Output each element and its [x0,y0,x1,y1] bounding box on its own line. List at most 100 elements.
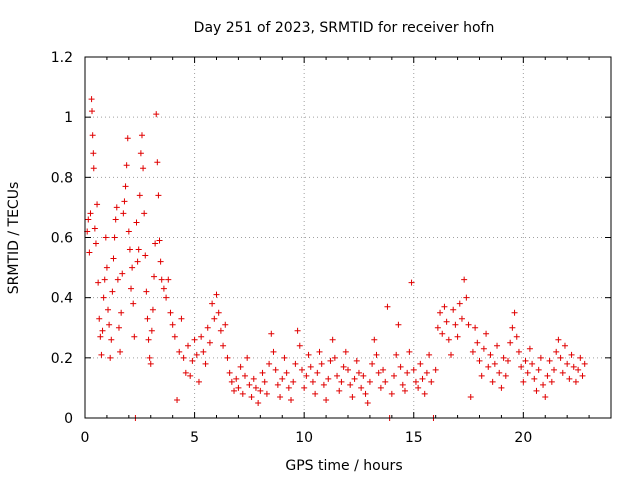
data-point [318,360,325,367]
data-point [90,150,97,157]
data-point [358,384,365,391]
data-point [478,372,485,379]
data-point [362,390,369,397]
data-point [535,366,542,373]
data-point [277,393,284,400]
data-point [113,204,120,211]
data-point [122,183,129,190]
data-point [393,351,400,358]
data-point [252,384,259,391]
data-point [355,369,362,376]
y-tick-label: 0.8 [51,170,73,186]
data-point [117,348,124,355]
data-point [544,372,551,379]
data-point [266,360,273,367]
data-point [581,360,588,367]
data-point [155,192,162,199]
data-point [141,210,148,217]
data-point [270,348,277,355]
data-point [114,276,121,283]
data-point [329,336,336,343]
data-point [360,372,367,379]
data-point [391,372,398,379]
y-tick-label: 0.6 [51,231,73,247]
data-point [419,375,426,382]
data-point [102,234,109,241]
data-point [167,309,174,316]
data-point [283,369,290,376]
data-point [314,369,321,376]
data-point [204,324,211,331]
data-point [520,378,527,385]
data-point [452,321,459,328]
data-point [272,366,279,373]
data-point [98,351,105,358]
data-point [406,348,413,355]
data-point [331,354,338,361]
data-point [445,336,452,343]
data-point [570,363,577,370]
data-point [206,339,213,346]
y-tick-label: 1 [64,110,73,126]
data-point [195,378,202,385]
data-point [412,378,419,385]
data-point [151,273,158,280]
data-point [553,348,560,355]
data-point [147,360,154,367]
data-point [531,375,538,382]
data-point [559,369,566,376]
data-point [129,264,136,271]
data-point [515,348,522,355]
data-point [99,327,106,334]
data-point [86,249,93,256]
y-tick-label: 0.2 [51,351,73,367]
data-point [255,399,262,406]
data-point [309,378,316,385]
data-point [171,333,178,340]
data-point [145,336,152,343]
data-point [494,342,501,349]
data-point [566,375,573,382]
data-point [92,240,99,247]
data-point [149,306,156,313]
data-point [193,351,200,358]
data-point [88,96,95,103]
data-point [373,351,380,358]
data-point [89,132,96,139]
data-points [84,96,588,421]
data-point [557,354,564,361]
data-point [316,348,323,355]
data-point [217,327,224,334]
data-point [450,306,457,313]
x-tick-label: 20 [514,430,532,446]
data-point [323,396,330,403]
data-point [366,378,373,385]
data-point [303,372,310,379]
data-point [121,198,128,205]
data-point [334,372,341,379]
y-axis-label: SRMTID / TECUs [6,182,22,295]
y-tick-label: 0.4 [51,291,73,307]
data-point [507,339,514,346]
data-point [305,351,312,358]
data-point [135,246,142,253]
data-point [148,327,155,334]
data-point [369,360,376,367]
data-point [458,315,465,322]
data-point [100,294,107,301]
data-point [476,357,483,364]
y-tick-label: 0 [64,411,73,427]
data-point [246,381,253,388]
data-point [380,366,387,373]
data-point [137,150,144,157]
data-point [226,369,233,376]
x-tick-label: 5 [190,430,199,446]
data-point [143,288,150,295]
data-point [261,378,268,385]
data-point [144,315,151,322]
data-point [349,393,356,400]
data-point [87,210,94,217]
data-point [222,321,229,328]
data-point [345,366,351,373]
